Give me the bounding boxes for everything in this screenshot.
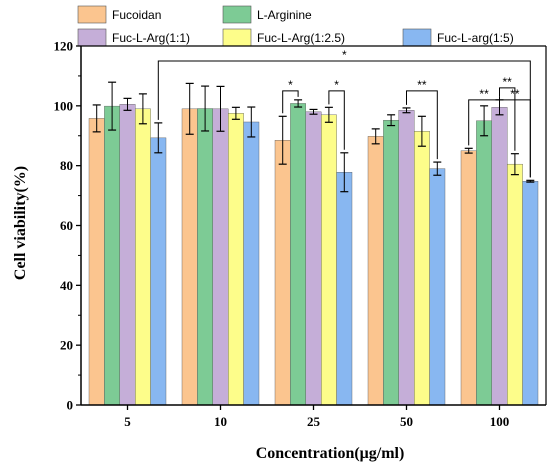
error-bar-5-series-2 [123,97,132,111]
legend-swatch [402,28,432,47]
legend-label: Fuc-L-Arg(1:2.5) [257,31,345,45]
y-tick-label-60: 60 [60,218,73,233]
x-tick-label-5: 5 [124,414,131,429]
significance-label: ** [479,87,489,101]
error-bar-10-series-4 [247,106,256,138]
legend-label: Fuc-L-Arg(1:1) [112,31,190,45]
y-tick-label-40: 40 [60,278,73,293]
significance-label: * [288,78,293,92]
legend: Fucoidan L-Arginine Fuc-L-Arg(1:1) Fuc-L-Ar… [77,5,514,47]
error-bar-5-series-4 [154,122,163,154]
bars [88,103,539,406]
y-tick-label-80: 80 [60,158,73,173]
error-bar-100-series-4 [526,179,535,183]
bar-25-series-4 [336,172,353,406]
legend-label: L-Arginine [257,8,312,22]
bar-25-series-2 [305,111,322,406]
bar-50-series-3 [414,131,430,406]
error-bars [92,81,535,193]
error-bar-25-series-4 [340,152,349,193]
legend-item-4: Fuc-L-arg(1:5) [402,28,514,47]
y-axis-title: Cell viability(%) [12,166,29,280]
x-axis-title: Concentration(μg/ml) [256,445,405,462]
y-tick-label-20: 20 [60,338,73,353]
significance-bracket-3: ** [406,78,438,160]
bar-5-series-3 [134,108,151,406]
error-bar-50-series-0 [371,128,380,145]
bar-100-series-1 [476,120,492,406]
significance-bracket-2: * [328,78,345,150]
significance-label: ** [503,75,513,89]
bar-100-series-4 [522,181,539,406]
significance-bracket-1: * [282,78,299,114]
error-bar-25-series-0 [278,115,287,165]
x-tick-label-50: 50 [400,414,413,429]
bar-100-series-0 [460,150,477,406]
bar-5-series-4 [150,137,167,406]
bar-5-series-1 [104,105,121,406]
significance-label: * [334,78,339,92]
x-tick-label-25: 25 [307,414,321,429]
error-bar-10-series-1 [201,85,210,132]
bar-10-series-4 [243,121,260,406]
legend-item-3: Fuc-L-Arg(1:2.5) [222,28,345,47]
bar-50-series-0 [367,136,384,406]
bar-5-series-2 [119,104,136,406]
error-bar-50-series-2 [402,107,411,114]
error-bar-50-series-1 [387,114,396,127]
error-bar-100-series-1 [480,105,489,137]
bar-10-series-1 [197,108,213,406]
bar-100-series-2 [491,107,508,406]
significance-label: ** [417,78,427,92]
error-bar-10-series-0 [185,82,194,135]
legend-swatch [77,5,107,24]
legend-swatch [77,28,107,47]
bar-50-series-4 [429,168,446,406]
error-bar-5-series-0 [92,104,101,133]
legend-item-2: Fuc-L-Arg(1:1) [77,28,190,47]
error-bar-50-series-3 [417,115,426,147]
legend-swatch [222,5,252,24]
legend-item-1: L-Arginine [222,5,312,24]
error-bar-25-series-2 [309,108,318,115]
bar-10-series-0 [181,108,198,406]
bar-25-series-0 [274,140,291,406]
bar-10-series-2 [212,108,229,406]
legend-item-0: Fucoidan [77,5,161,24]
x-tick-label-10: 10 [214,414,227,429]
x-tick-label-100: 100 [490,414,510,429]
y-tick-label-0: 0 [67,398,74,413]
axes: 0 20 40 60 80 100 120 5 10 25 50 100 [54,39,547,429]
bar-25-series-3 [321,114,337,406]
bar-50-series-1 [383,119,399,406]
bar-100-series-3 [507,163,523,406]
error-bar-25-series-1 [294,99,303,108]
error-bar-100-series-0 [464,147,473,154]
error-bar-10-series-3 [231,106,240,120]
significance-brackets: ** * ******** [157,48,531,178]
legend-swatch [222,28,252,47]
y-tick-label-100: 100 [54,98,74,113]
error-bar-10-series-2 [216,85,225,132]
bar-10-series-3 [227,113,244,406]
significance-label: * [342,48,347,62]
error-bar-100-series-3 [510,153,519,176]
y-tick-label-120: 120 [54,39,74,54]
error-bar-5-series-3 [138,93,147,125]
error-bar-25-series-3 [324,106,333,123]
bar-25-series-1 [290,103,306,406]
legend-label: Fuc-L-arg(1:5) [437,31,514,45]
error-bar-5-series-1 [108,81,117,131]
significance-label: ** [510,87,520,101]
significance-bracket-6: ** [499,87,531,178]
error-bar-50-series-4 [433,161,442,176]
bar-5-series-0 [88,118,105,406]
legend-label: Fucoidan [112,8,161,22]
bar-50-series-2 [398,110,415,406]
significance-bracket-5: ** [499,75,516,151]
